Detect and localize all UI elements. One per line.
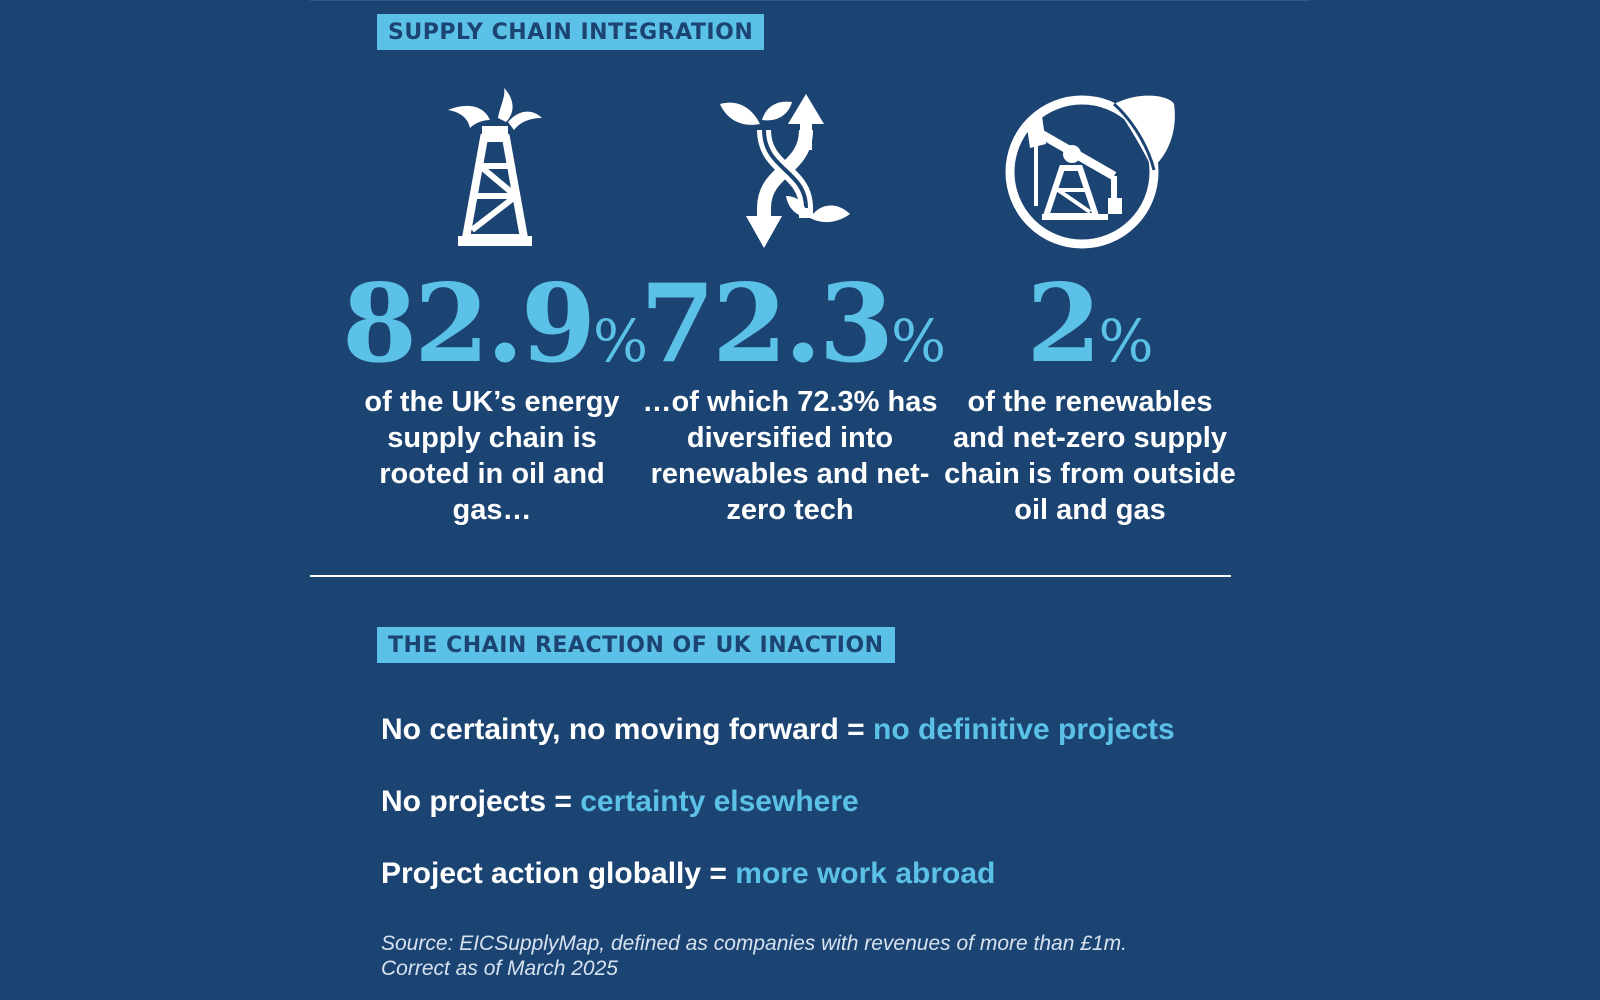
stat-description: of the renewables and net-zero supply ch… — [944, 386, 1236, 526]
stat-outside-oil-gas: 2% of the renewables and net-zero supply… — [940, 270, 1240, 528]
stat-value: 82.9% — [342, 261, 649, 387]
pumpjack-leaf-icon — [1002, 90, 1182, 256]
diversify-arrows-leaves-icon — [720, 90, 860, 254]
oil-rig-icon — [440, 88, 550, 257]
equation-line: No certainty, no moving forward = no def… — [381, 713, 1175, 746]
stat-value: 2% — [1026, 261, 1154, 387]
section-divider — [310, 575, 1231, 577]
stat-oil-gas-rooted: 82.9% of the UK’s energy supply chain is… — [342, 261, 649, 528]
stat-value: 72.3% — [640, 261, 947, 387]
source-note: Source: EICSupplyMap, defined as compani… — [381, 932, 1127, 980]
top-rule — [310, 0, 1310, 1]
section-tag-supply-chain: SUPPLY CHAIN INTEGRATION — [377, 14, 765, 50]
equation-line: Project action globally = more work abro… — [381, 857, 996, 890]
equation-line: No projects = certainty elsewhere — [381, 785, 859, 818]
section-tag-chain-reaction: THE CHAIN REACTION OF UK INACTION — [377, 627, 895, 663]
stat-description: of the UK’s energy supply chain is roote… — [364, 386, 620, 526]
stat-description: …of which 72.3% has diversified into ren… — [642, 386, 938, 526]
stat-diversified: 72.3% …of which 72.3% has diversified in… — [640, 261, 947, 528]
